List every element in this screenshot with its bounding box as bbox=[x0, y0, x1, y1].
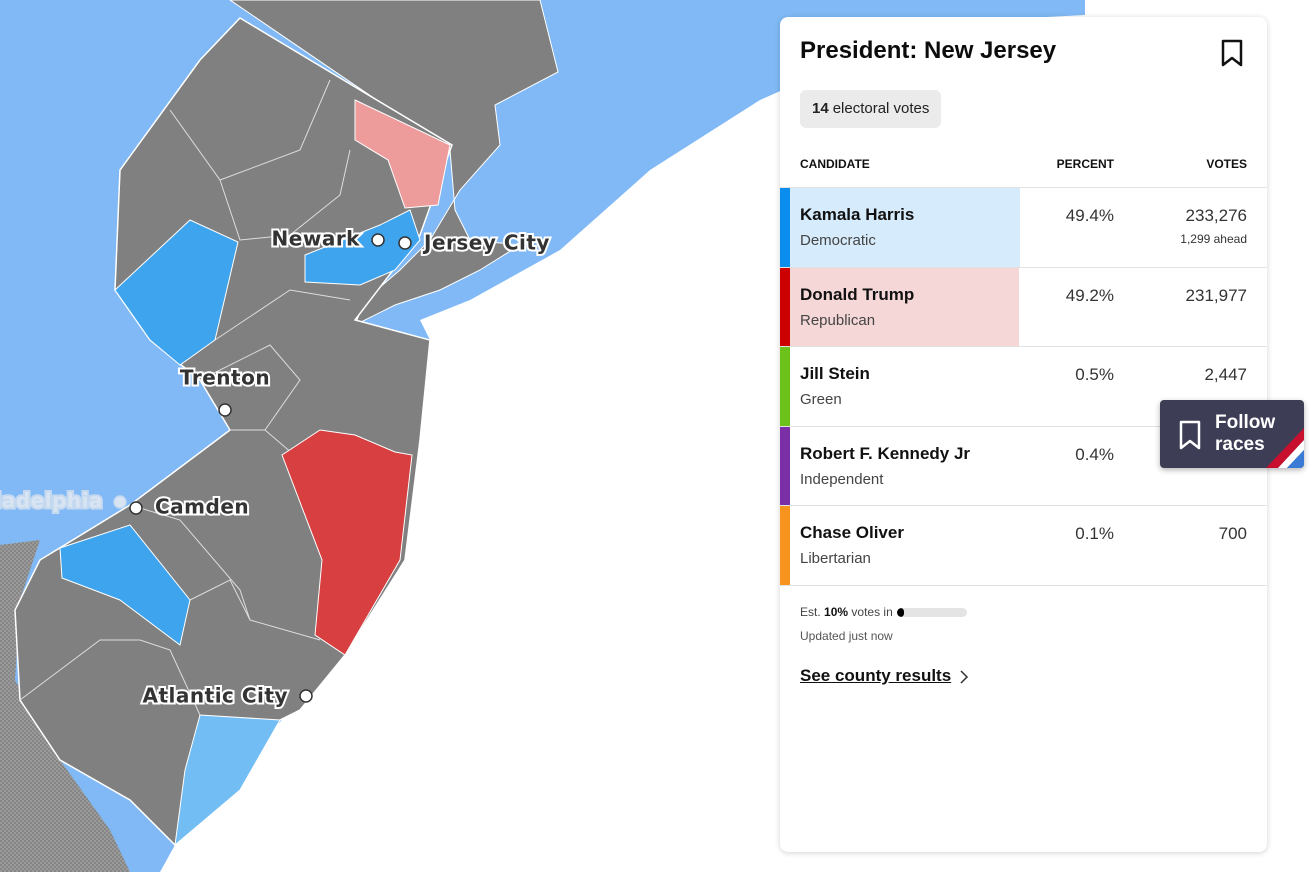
city-dot bbox=[113, 495, 127, 509]
candidate-votes: 700 bbox=[1218, 524, 1247, 543]
candidate-percent: 0.1% bbox=[1075, 524, 1114, 543]
county-dem bbox=[59, 524, 191, 646]
county-lean-rep bbox=[354, 99, 451, 209]
leader-highlight bbox=[790, 188, 1020, 267]
city-label: Trenton bbox=[180, 366, 270, 390]
county-lean-dem bbox=[174, 714, 281, 847]
city-dot bbox=[218, 403, 232, 417]
party-color bbox=[780, 188, 790, 267]
candidate-party: Independent bbox=[800, 470, 884, 488]
city-dot bbox=[129, 501, 143, 515]
candidate-row: Chase Oliver Libertarian 0.1% 700 bbox=[780, 505, 1267, 586]
candidate-row: Donald Trump Republican 49.2% 231,977 bbox=[780, 266, 1267, 347]
follow-button[interactable]: Follow races bbox=[1160, 400, 1304, 468]
bookmark-icon[interactable] bbox=[1220, 39, 1244, 67]
candidate-votes: 231,977 bbox=[1185, 285, 1247, 305]
party-color bbox=[780, 347, 790, 426]
progress-fill bbox=[896, 608, 904, 618]
candidate-votes: 2,447 bbox=[1204, 365, 1247, 384]
candidate-party: Green bbox=[800, 391, 842, 408]
estimate-value: 10% bbox=[824, 605, 849, 619]
candidate-party: Libertarian bbox=[800, 550, 871, 567]
county-link[interactable]: See county results bbox=[800, 666, 969, 686]
city-label: Camden bbox=[155, 495, 249, 519]
candidate-party: Democratic bbox=[800, 232, 876, 249]
city-label: Philadelphia bbox=[0, 489, 103, 513]
follow-graphic bbox=[1179, 420, 1304, 468]
candidate-votes: 233,276 bbox=[1185, 206, 1247, 225]
county-borders bbox=[19, 79, 351, 716]
candidate-row: Robert F. Kennedy Jr Independent 0.4% bbox=[780, 425, 1267, 506]
city-label: Newark bbox=[272, 227, 361, 251]
county-rep bbox=[281, 429, 413, 656]
leader-highlight bbox=[790, 267, 1019, 347]
lead-note: 1,299 ahead bbox=[1180, 232, 1247, 246]
candidate-row: Kamala Harris Democratic 49.4% 233,276 1,299… bbox=[780, 187, 1267, 267]
column-header: PERCENT bbox=[1056, 157, 1114, 171]
link-text[interactable]: See county results bbox=[800, 666, 952, 685]
candidate-percent: 0.4% bbox=[1075, 444, 1114, 464]
candidate-row: Jill Stein Green 0.5% 2,447 bbox=[780, 346, 1267, 426]
candidate-name: Robert F. Kennedy Jr bbox=[800, 443, 971, 463]
progress-track bbox=[896, 608, 967, 618]
candidate-name: Kamala Harris bbox=[800, 205, 915, 224]
electoral-votes: 14 bbox=[812, 100, 829, 117]
candidate-name: Donald Trump bbox=[800, 284, 915, 304]
updated: Updated just now bbox=[800, 629, 893, 643]
county-dem bbox=[304, 209, 421, 286]
city-dot bbox=[398, 236, 412, 250]
candidate-percent: 0.5% bbox=[1075, 365, 1114, 384]
party-color bbox=[780, 426, 790, 506]
estimate-prefix: Est. bbox=[800, 605, 821, 619]
city-label: Jersey City bbox=[422, 231, 550, 255]
candidate-percent: 49.2% bbox=[1065, 285, 1114, 305]
panel-title: President: New Jersey bbox=[800, 37, 1057, 64]
follow-line[interactable]: Follow bbox=[1215, 412, 1276, 433]
column-header: CANDIDATE bbox=[800, 157, 870, 171]
candidate-name: Jill Stein bbox=[800, 364, 870, 383]
party-color bbox=[780, 267, 790, 347]
party-color bbox=[780, 506, 790, 585]
follow-text[interactable]: Follow races bbox=[1215, 412, 1275, 456]
candidate-party: Republican bbox=[800, 311, 876, 329]
candidate-percent: 49.4% bbox=[1065, 206, 1114, 225]
delaware bbox=[0, 540, 130, 872]
estimate-suffix: votes in bbox=[851, 605, 893, 619]
follow-line[interactable]: races bbox=[1215, 434, 1265, 455]
estimate: Est. 10% votes in bbox=[800, 605, 967, 619]
city-label: Atlantic City bbox=[143, 684, 289, 708]
electoral-label: electoral votes bbox=[832, 100, 930, 117]
chevron bbox=[960, 669, 969, 684]
candidate-name: Chase Oliver bbox=[800, 523, 904, 542]
electoral-badge: 14 electoral votes bbox=[800, 90, 942, 128]
city-dot bbox=[299, 689, 313, 703]
column-header: VOTES bbox=[1206, 157, 1247, 171]
county-dem bbox=[114, 219, 239, 366]
city-dot bbox=[371, 233, 385, 247]
